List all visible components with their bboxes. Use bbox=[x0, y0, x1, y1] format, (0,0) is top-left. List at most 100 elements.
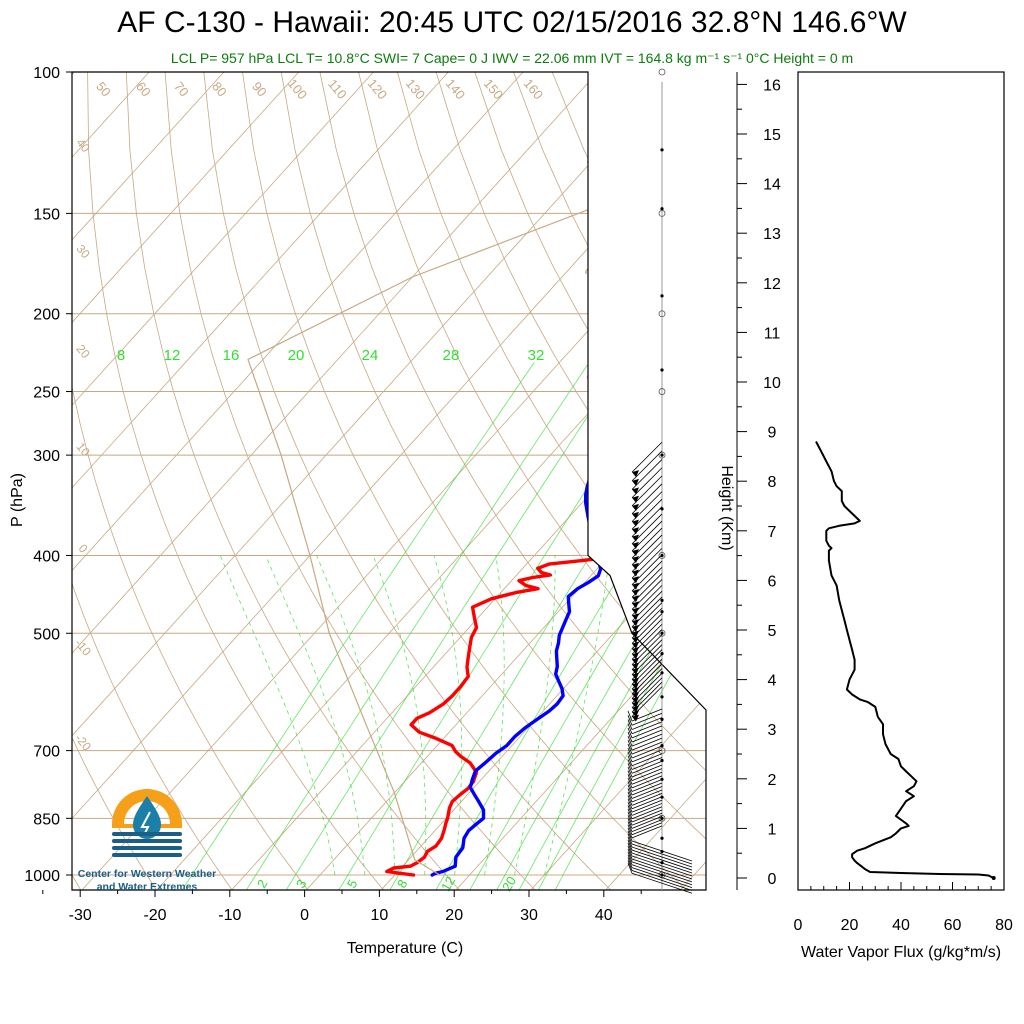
wind-barb bbox=[631, 816, 663, 829]
wind-calm-circle bbox=[658, 747, 666, 755]
isotherm--30 bbox=[81, 199, 706, 890]
dry-adiabat-290 bbox=[125, 72, 460, 890]
moist-adiabat-2 bbox=[219, 555, 336, 876]
isotherm--90 bbox=[72, 72, 374, 406]
wind-calm-circle bbox=[658, 552, 666, 559]
wind-barb-feather bbox=[627, 860, 633, 871]
x-tick-label: 40 bbox=[595, 907, 613, 924]
mixing-ratio-label-top: 20 bbox=[288, 347, 305, 364]
wind-barb bbox=[631, 677, 663, 709]
wind-calm-circle bbox=[658, 629, 666, 637]
wind-barb bbox=[631, 527, 663, 559]
wind-barb bbox=[631, 764, 663, 778]
isotherm-label-left: 30 bbox=[73, 242, 93, 261]
wind-barb bbox=[631, 441, 663, 473]
skewt-frame bbox=[71, 71, 707, 891]
wind-barb bbox=[631, 607, 663, 639]
wind-barb-feather bbox=[627, 739, 633, 751]
wind-barb bbox=[631, 613, 663, 644]
wind-calm-circle bbox=[658, 814, 666, 822]
wind-dot bbox=[660, 598, 664, 602]
moist-adiabat-14 bbox=[372, 555, 427, 876]
wind-barb bbox=[631, 554, 663, 585]
wind-barb-feather bbox=[627, 774, 633, 785]
wind-barb-feather bbox=[627, 759, 633, 770]
wind-dot bbox=[660, 836, 664, 840]
mixing-ratio-1 bbox=[181, 362, 535, 890]
wind-barb bbox=[631, 855, 693, 877]
wind-barb-feather bbox=[627, 830, 633, 842]
wind-calm-circle bbox=[658, 310, 666, 318]
wind-barb bbox=[631, 870, 693, 891]
wind-barb-flag bbox=[632, 534, 639, 542]
wind-barb bbox=[631, 717, 663, 730]
wind-barb bbox=[631, 792, 663, 806]
wind-barb bbox=[631, 663, 663, 695]
wind-barb bbox=[631, 579, 663, 610]
wind-barb bbox=[631, 843, 693, 865]
dry-adiabat-label: 90 bbox=[249, 79, 270, 100]
wind-barb bbox=[631, 629, 663, 660]
wind-barb-feather bbox=[627, 811, 633, 823]
wind-barb-feather bbox=[627, 766, 633, 778]
wind-barb bbox=[631, 867, 693, 888]
x-axis-title: Temperature (C) bbox=[347, 940, 463, 957]
y-tick-label: 850 bbox=[33, 811, 60, 828]
wind-calm-circle bbox=[658, 210, 666, 217]
wind-barb bbox=[631, 585, 663, 616]
wind-barb-flag bbox=[632, 470, 639, 478]
wind-barb bbox=[631, 513, 663, 545]
wind-dot bbox=[660, 294, 664, 298]
wind-barb-feather bbox=[627, 798, 633, 809]
wind-barb bbox=[631, 475, 663, 507]
dry-adiabat-label: 110 bbox=[325, 76, 350, 102]
isotherm-label-left: 10 bbox=[73, 440, 93, 459]
wind-barb-feather bbox=[627, 857, 633, 868]
wind-barb-flag bbox=[632, 595, 639, 603]
dry-adiabat-260 bbox=[72, 582, 233, 890]
wind-calm-circle bbox=[658, 68, 666, 76]
dry-adiabat-label: 60 bbox=[133, 79, 154, 100]
wind-barb-feather bbox=[627, 755, 633, 766]
wind-barb bbox=[631, 741, 663, 755]
isotherm--60 bbox=[72, 72, 599, 654]
wind-barb-feather bbox=[627, 731, 633, 743]
wind-barb bbox=[631, 760, 663, 774]
height-tick-label: 10 bbox=[763, 375, 781, 392]
wind-barb bbox=[631, 590, 663, 622]
cw3e-logo: Center for Western Weather and Water Ext… bbox=[78, 789, 216, 893]
isotherm--80 bbox=[72, 72, 449, 489]
wind-dot bbox=[660, 717, 664, 721]
wind-barb-flag bbox=[632, 607, 639, 615]
wind-barb-feather bbox=[627, 743, 633, 755]
height-tick-label: 12 bbox=[763, 276, 781, 293]
wind-barb-feather bbox=[627, 801, 633, 813]
moist-adiabat-6 bbox=[265, 555, 366, 876]
wind-barb-feather bbox=[627, 747, 633, 759]
wind-barb bbox=[631, 459, 663, 490]
wind-barb-flag bbox=[632, 487, 639, 495]
isotherm--70 bbox=[72, 72, 524, 572]
wind-barb bbox=[631, 644, 663, 675]
isotherm-10 bbox=[380, 530, 706, 890]
height-tick-label: 1 bbox=[768, 821, 777, 838]
dry-adiabat-440 bbox=[707, 72, 1024, 892]
isotherm-label-left: 0 bbox=[76, 541, 91, 555]
wind-barb bbox=[631, 506, 663, 537]
dry-adiabat-label: 160 bbox=[521, 76, 546, 102]
wind-barb-flag bbox=[632, 541, 639, 549]
wind-dot bbox=[660, 368, 664, 372]
wind-barb-flag bbox=[632, 710, 639, 718]
logo-water-band bbox=[112, 846, 182, 850]
isotherm-30 bbox=[530, 695, 706, 890]
wind-barb bbox=[631, 864, 693, 886]
wind-barb-flag bbox=[632, 556, 639, 564]
wind-barb-feather bbox=[627, 719, 633, 730]
wind-barb bbox=[631, 733, 663, 747]
wind-barb bbox=[631, 686, 663, 717]
wind-barb bbox=[631, 789, 663, 803]
wind-barb bbox=[631, 623, 663, 655]
wind-barb bbox=[631, 819, 663, 832]
x-tick-label: 10 bbox=[371, 907, 389, 924]
chart-title: AF C-130 - Hawaii: 20:45 UTC 02/15/2016 … bbox=[117, 6, 907, 39]
